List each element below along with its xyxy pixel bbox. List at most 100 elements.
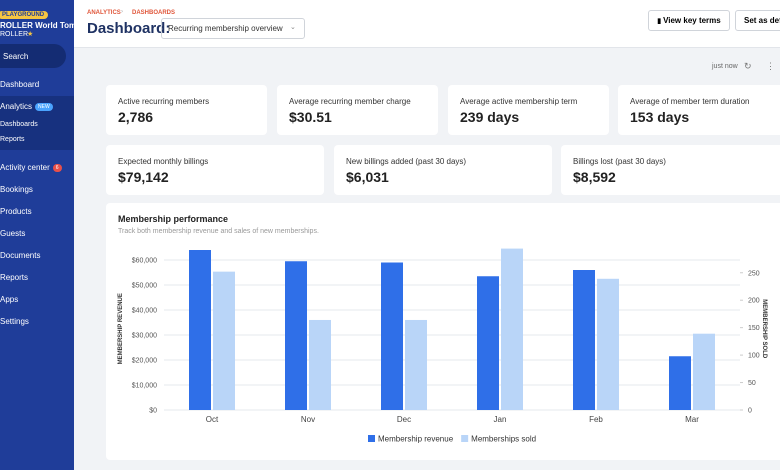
y-tick-label: $60,000 <box>132 258 157 265</box>
kpi-label: Billings lost (past 30 days) <box>573 157 666 166</box>
nav-label: Dashboard <box>0 80 40 89</box>
chart-title: Membership performance <box>118 214 229 224</box>
nav-item[interactable]: Settings <box>0 317 29 326</box>
nav-item[interactable]: Bookings <box>0 185 33 194</box>
bar <box>405 319 427 410</box>
nav-item[interactable]: Guests <box>0 229 25 238</box>
nav-label: Apps <box>0 295 19 304</box>
nav-item[interactable]: Dashboard <box>0 80 39 89</box>
button-label: Set as defa <box>744 16 780 25</box>
button-label: View key terms <box>663 16 721 25</box>
kpi-card: Billings lost (past 30 days) $8,592 <box>561 145 780 195</box>
nav-label: Products <box>0 207 32 216</box>
x-tick-label: Mar <box>685 415 699 424</box>
default-button[interactable]: Set as defa <box>735 10 780 31</box>
updated-time: just now <box>712 63 738 70</box>
nav-label: Settings <box>0 317 29 326</box>
nav-label: Analytics <box>0 102 33 111</box>
kpi-value: $30.51 <box>289 109 332 125</box>
y-axis-title: MEMBERSHIP REVENUE <box>118 293 124 364</box>
nav-item[interactable]: Activity center 6 <box>0 163 62 172</box>
kpi-label: Expected monthly billings <box>118 157 209 166</box>
kpi-card: New billings added (past 30 days) $6,031 <box>334 145 552 195</box>
chart-card: Membership performance Track both member… <box>106 203 780 460</box>
nav-item[interactable]: Documents <box>0 251 40 260</box>
nav-item[interactable]: Reports <box>0 273 28 282</box>
legend-label: Memberships sold <box>471 435 536 444</box>
more-button[interactable]: ⋮ <box>766 61 775 71</box>
nav-label: Reports <box>0 136 25 143</box>
y2-tick-label: 50 <box>748 380 756 387</box>
y-tick-label: $0 <box>149 408 157 415</box>
kpi-label: Average of member term duration <box>630 97 750 106</box>
y-tick-label: $30,000 <box>132 333 157 340</box>
y-tick-label: $20,000 <box>132 358 157 365</box>
y-tick-label: $10,000 <box>132 383 157 390</box>
breadcrumb[interactable]: ANALYTICS <box>87 10 121 16</box>
bar <box>381 262 403 410</box>
kpi-value: 2,786 <box>118 109 154 125</box>
nav-label: Dashboards <box>0 121 38 128</box>
kpi-label: Average recurring member charge <box>289 97 411 106</box>
x-tick-label: Dec <box>397 415 411 424</box>
nav-item[interactable]: Apps <box>0 295 18 304</box>
nav-item[interactable]: Analytics NEW <box>0 102 53 111</box>
nav-label: Bookings <box>0 185 33 194</box>
breadcrumb[interactable]: DASHBOARDS <box>132 10 176 16</box>
search-box[interactable] <box>0 44 66 68</box>
x-tick-label: Nov <box>301 415 315 424</box>
sidebar: PLAYGROUND ROLLER World Tom ROLLER ★ Sea… <box>0 0 74 470</box>
nav-item[interactable]: Products <box>0 207 32 216</box>
nav-label: Reports <box>0 273 29 282</box>
y-tick-label: $40,000 <box>132 308 157 315</box>
kpi-card: Average recurring member charge $30.51 <box>277 85 438 135</box>
venue: ROLLER World Tom <box>0 21 74 30</box>
y2-tick-label: 150 <box>748 325 760 332</box>
y2-tick-label: 200 <box>748 298 760 305</box>
nav-item[interactable]: Dashboards <box>0 121 38 128</box>
kpi-card: Average active membership term 239 days <box>448 85 609 135</box>
bar <box>693 333 715 410</box>
refresh-button[interactable]: ↻ <box>744 61 752 71</box>
kpi-card: Expected monthly billings $79,142 <box>106 145 324 195</box>
chart-subtitle: Track both membership revenue and sales … <box>118 228 319 235</box>
kpi-value: $8,592 <box>573 169 616 185</box>
kpi-value: $6,031 <box>346 169 389 185</box>
bar <box>189 250 211 410</box>
legend-swatch <box>461 435 469 442</box>
kpi-value: 239 days <box>460 109 520 125</box>
kpi-label: Average active membership term <box>460 97 578 106</box>
kpi-value: $79,142 <box>118 169 169 185</box>
org[interactable]: ROLLER <box>0 31 29 38</box>
nav-label: Guests <box>0 229 26 238</box>
bar <box>573 270 595 410</box>
bar <box>597 278 619 410</box>
bar <box>213 271 235 410</box>
bar <box>309 319 331 410</box>
legend-label: Membership revenue <box>378 435 454 444</box>
kpi-label: New billings added (past 30 days) <box>346 157 467 166</box>
nav-tag: 6 <box>52 163 62 172</box>
bar <box>285 261 307 410</box>
kpi-card: Average of member term duration 153 days <box>618 85 780 135</box>
search[interactable]: Search <box>3 52 29 61</box>
bar <box>501 248 523 410</box>
kpi-value: 153 days <box>630 109 690 125</box>
kpi-card: Active recurring members 2,786 <box>106 85 267 135</box>
breadcrumb-sep: › <box>121 9 123 15</box>
dashboard-select[interactable]: Recurring membership overview ⌄ <box>161 18 305 39</box>
bar <box>477 276 499 410</box>
y2-tick-label: 250 <box>748 270 760 277</box>
nav-label: Activity center <box>0 163 50 172</box>
key-terms-button[interactable]: ▮ View key terms <box>648 10 730 31</box>
header: ANALYTICS › DASHBOARDS Dashboard: Recurr… <box>74 0 780 48</box>
star-icon: ★ <box>27 31 34 38</box>
nav-tag: NEW <box>35 102 53 111</box>
chevron: ⌄ <box>290 24 296 31</box>
badge: PLAYGROUND <box>0 11 49 19</box>
x-tick-label: Feb <box>589 415 603 424</box>
y2-axis-title: MEMBERSHIP SOLD <box>761 299 767 359</box>
y2-tick-label: 0 <box>748 408 752 415</box>
nav-item[interactable]: Reports <box>0 136 25 143</box>
